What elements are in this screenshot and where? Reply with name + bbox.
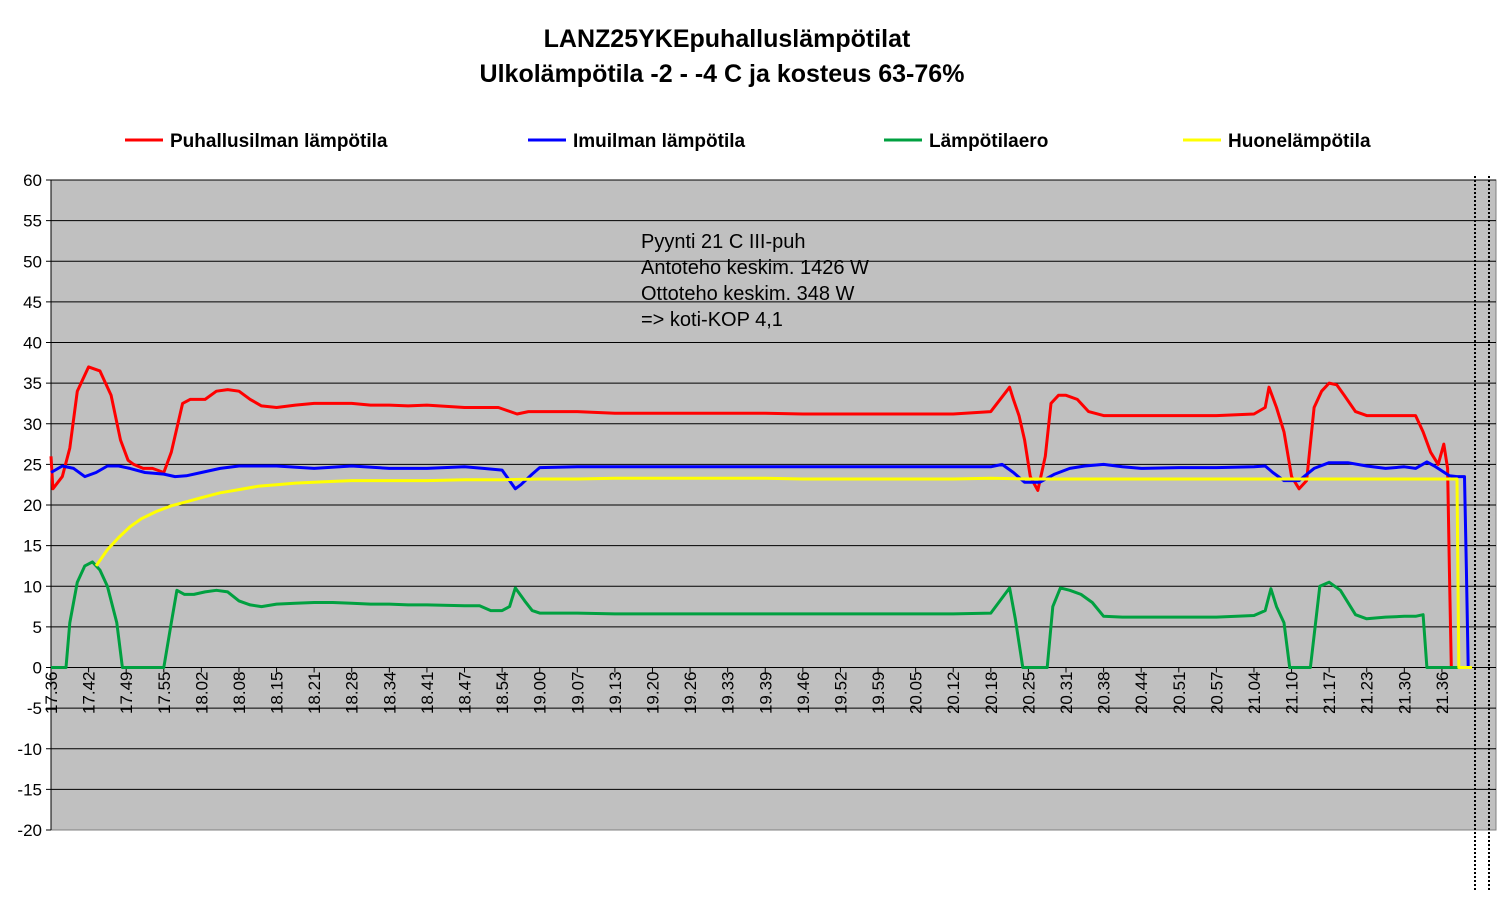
x-tick-label: 18.41 — [418, 672, 437, 715]
legend: Puhallusilman lämpötila Imuilman lämpötil… — [125, 131, 1371, 152]
x-tick-label: 17.42 — [80, 672, 99, 715]
x-tick-label: 20.18 — [982, 672, 1001, 715]
legend-label: Imuilman lämpötila — [573, 131, 746, 152]
edge-markers — [1474, 176, 1490, 890]
x-tick-label: 19.20 — [643, 672, 662, 715]
x-tick-label: 20.31 — [1057, 672, 1076, 715]
x-tick-label: 19.00 — [531, 672, 550, 715]
x-tick-label: 19.13 — [606, 672, 625, 715]
series-group — [49, 365, 1472, 669]
y-tick-label: -15 — [17, 780, 42, 799]
x-tick-label: 21.30 — [1395, 672, 1414, 715]
x-tick-label: 17.55 — [155, 672, 174, 715]
series-line-1 — [49, 365, 1453, 668]
gridlines — [51, 179, 1496, 790]
x-tick-label: 19.07 — [568, 672, 587, 715]
legend-label: Lämpötilaero — [929, 131, 1048, 152]
series-line-2 — [50, 460, 1470, 668]
x-tick-label: 17.49 — [117, 672, 136, 715]
x-tick-label: 20.12 — [944, 672, 963, 715]
x-tick-label: 21.36 — [1433, 672, 1452, 715]
y-tick-label: 5 — [33, 618, 42, 637]
chart-subtitle: Ulkolämpötila -2 - -4 C ja kosteus 63-76… — [480, 60, 965, 88]
y-tick-label: 25 — [23, 455, 42, 474]
y-tick-label: 40 — [23, 334, 42, 353]
annotation-line-3: Ottoteho keskim. 348 W — [641, 283, 855, 305]
x-tick-label: 21.10 — [1283, 672, 1302, 715]
y-tick-label: 55 — [23, 212, 42, 231]
x-tick-label: 19.39 — [756, 672, 775, 715]
x-tick-label: 20.05 — [907, 672, 926, 715]
x-axis-ticks: 17.36 17.42 17.49 17.55 18.02 18.08 18.15 18.21… — [42, 667, 1452, 715]
y-tick-label: 50 — [23, 252, 42, 271]
legend-label: Huonelämpötila — [1228, 131, 1371, 152]
x-tick-label: 18.02 — [192, 672, 211, 715]
annotation-box: Pyynti 21 C III-puh Antoteho keskim. 142… — [641, 231, 869, 331]
y-tick-label: 30 — [23, 415, 42, 434]
x-tick-label: 18.47 — [456, 672, 475, 715]
x-tick-label: 19.46 — [794, 672, 813, 715]
series-line-4 — [94, 476, 1472, 669]
x-tick-label: 18.15 — [268, 672, 287, 715]
annotation-line-2: Antoteho keskim. 1426 W — [641, 257, 869, 279]
legend-label: Puhallusilman lämpötila — [170, 131, 388, 152]
chart-title: LANZ25YKEpuhalluslämpötilat — [544, 25, 911, 53]
annotation-line-1: Pyynti 21 C III-puh — [641, 231, 806, 253]
x-tick-label: 20.25 — [1019, 672, 1038, 715]
x-tick-label: 21.23 — [1358, 672, 1377, 715]
x-tick-label: 18.54 — [493, 672, 512, 715]
x-tick-label: 19.33 — [719, 672, 738, 715]
annotation-line-4: => koti-KOP 4,1 — [641, 309, 783, 331]
x-tick-label: 20.44 — [1132, 672, 1151, 715]
y-tick-label: -5 — [27, 699, 42, 718]
y-tick-label: -10 — [17, 740, 42, 759]
x-tick-label: 20.51 — [1170, 672, 1189, 715]
x-tick-label: 19.52 — [831, 672, 850, 715]
x-tick-label: 19.59 — [869, 672, 888, 715]
series-line-3 — [51, 560, 1472, 669]
x-tick-label: 18.08 — [230, 672, 249, 715]
x-tick-label: 21.17 — [1320, 672, 1339, 715]
y-tick-label: 45 — [23, 293, 42, 312]
y-tick-label: 0 — [33, 659, 42, 678]
y-tick-label: 35 — [23, 374, 42, 393]
x-tick-label: 18.21 — [305, 672, 324, 715]
x-tick-label: 21.04 — [1245, 672, 1264, 715]
y-tick-label: 60 — [23, 171, 42, 190]
y-tick-label: 20 — [23, 496, 42, 515]
x-tick-label: 20.57 — [1207, 672, 1226, 715]
x-tick-label: 18.34 — [380, 672, 399, 715]
x-tick-label: 17.36 — [42, 672, 61, 715]
x-tick-label: 18.28 — [343, 672, 362, 715]
x-tick-label: 19.26 — [681, 672, 700, 715]
x-tick-label: 20.38 — [1095, 672, 1114, 715]
y-tick-label: -20 — [17, 821, 42, 840]
y-tick-label: 10 — [23, 577, 42, 596]
y-tick-label: 15 — [23, 537, 42, 556]
